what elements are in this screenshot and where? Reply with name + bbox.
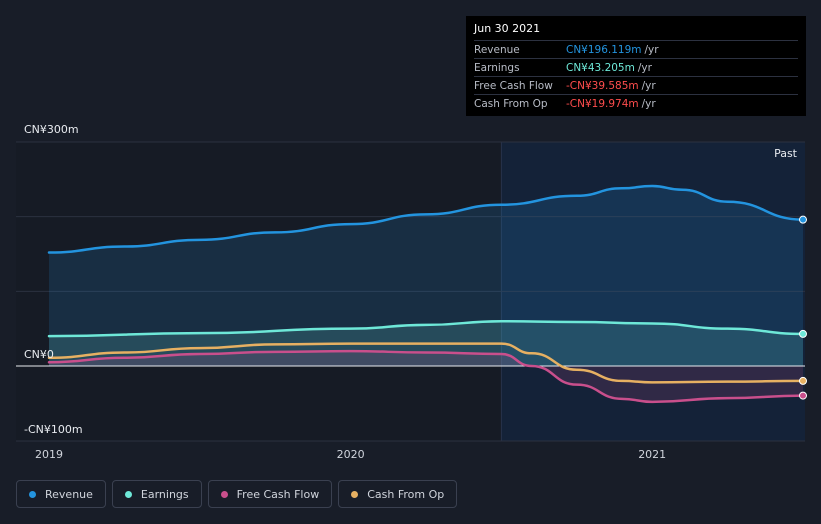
- tooltip-value: -CN¥19.974m: [566, 97, 639, 110]
- x-tick-label: 2019: [35, 448, 63, 461]
- x-tick-label: 2020: [337, 448, 365, 461]
- revenue-dot-icon: [29, 490, 36, 498]
- line-revenue: [47, 184, 805, 254]
- end-point-revenue: [799, 215, 807, 224]
- tooltip-value: CN¥43.205m: [566, 61, 635, 74]
- free-cash-flow-dot-icon: [220, 490, 228, 498]
- y-tick-label: -CN¥100m: [24, 423, 83, 436]
- legend-label: Free Cash Flow: [236, 487, 320, 501]
- tooltip-unit: /yr: [641, 79, 656, 92]
- tooltip-date: Jun 30 2021: [474, 22, 541, 35]
- end-point-cash-from-op: [799, 376, 807, 385]
- tooltip-row-free-cash-flow: Free Cash Flow -CN¥39.585m /yr: [474, 76, 798, 94]
- y-tick-label: CN¥300m: [24, 123, 79, 136]
- legend-item-earnings[interactable]: Earnings: [111, 480, 202, 508]
- legend-label: Cash From Op: [367, 487, 445, 501]
- legend-item-revenue[interactable]: Revenue: [16, 480, 106, 508]
- tooltip-unit: /yr: [641, 97, 656, 110]
- legend-item-cash-from-op[interactable]: Cash From Op: [338, 480, 458, 508]
- tooltip: Jun 30 2021 Revenue CN¥196.119m /yr Earn…: [466, 16, 806, 116]
- line-free-cash-flow: [47, 349, 805, 404]
- tooltip-unit: /yr: [637, 61, 652, 74]
- tooltip-label: Free Cash Flow: [474, 79, 553, 92]
- tooltip-value: -CN¥39.585m: [566, 79, 639, 92]
- tooltip-row-earnings: Earnings CN¥43.205m /yr: [474, 58, 798, 76]
- line-earnings: [47, 319, 805, 338]
- legend-item-free-cash-flow[interactable]: Free Cash Flow: [207, 480, 333, 508]
- area-revenue: [49, 186, 803, 366]
- line-cash-from-op: [47, 342, 805, 384]
- area-free-cash-flow: [49, 351, 803, 402]
- tooltip-label: Cash From Op: [474, 97, 548, 110]
- y-tick-label: CN¥0: [24, 348, 54, 361]
- tooltip-value: CN¥196.119m: [566, 43, 642, 56]
- tooltip-label: Earnings: [474, 61, 520, 74]
- legend: Revenue Earnings Free Cash Flow Cash Fro…: [16, 480, 458, 508]
- x-tick-label: 2021: [638, 448, 666, 461]
- tooltip-label: Revenue: [474, 43, 520, 56]
- earnings-dot-icon: [124, 490, 132, 498]
- end-point-free-cash-flow: [799, 391, 807, 400]
- tooltip-row-cash-from-op: Cash From Op -CN¥19.974m /yr: [474, 94, 798, 112]
- legend-label: Revenue: [45, 487, 93, 501]
- legend-label: Earnings: [140, 487, 189, 501]
- past-label: Past: [774, 147, 798, 160]
- cash-from-op-dot-icon: [351, 490, 359, 498]
- tooltip-unit: /yr: [644, 43, 659, 56]
- end-point-earnings: [799, 329, 807, 338]
- tooltip-row-revenue: Revenue CN¥196.119m /yr: [474, 40, 798, 58]
